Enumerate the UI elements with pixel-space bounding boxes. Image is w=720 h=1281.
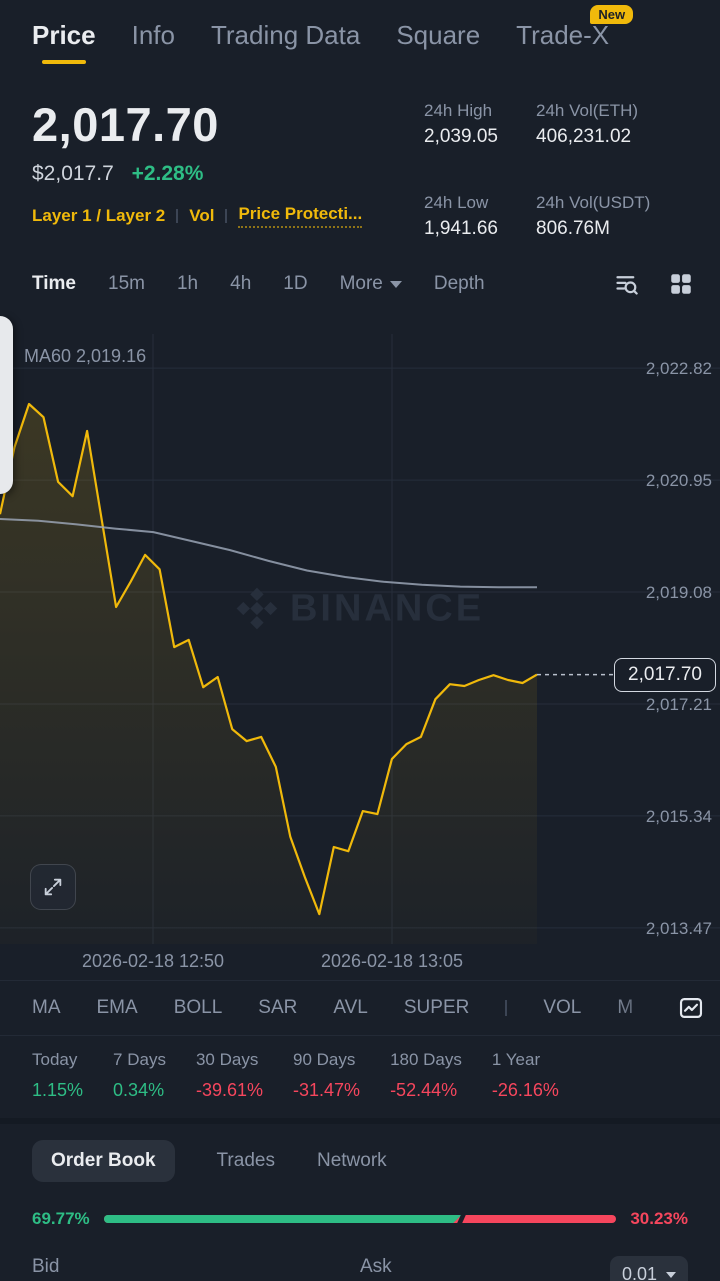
svg-text:2,020.95: 2,020.95: [646, 471, 712, 490]
price-chart[interactable]: 2,022.82 2,020.95 2,019.08 2,017.21 2,015.34…: [0, 334, 720, 944]
precision-caret-icon: [666, 1271, 676, 1278]
indicator-bar: MA EMA BOLL SAR AVL SUPER VOL M: [0, 980, 720, 1036]
stat-24h-vol-usdt: 24h Vol(USDT) 806.76M: [536, 193, 651, 239]
timeframe-bar: Time 15m 1h 4h 1D More Depth: [0, 258, 720, 310]
indicator-super[interactable]: SUPER: [403, 997, 470, 1018]
timeframe-4h[interactable]: 4h: [230, 273, 252, 294]
tag-separator: [176, 209, 179, 223]
stat-24h-low: 24h Low 1,941.66: [424, 193, 498, 239]
x-axis-labels: 2026-02-18 12:50 2026-02-18 13:05: [0, 944, 720, 980]
svg-text:2,019.08: 2,019.08: [646, 583, 712, 602]
grid-layout-icon[interactable]: [668, 271, 694, 297]
timeframe-15m[interactable]: 15m: [108, 273, 145, 294]
x-label-2: 2026-02-18 13:05: [320, 951, 464, 971]
new-badge: New: [590, 5, 634, 24]
perf-7d: 7 Days 0.34%: [113, 1050, 166, 1100]
tab-price-label: Price: [32, 20, 96, 50]
perf-90d: 90 Days -31.47%: [293, 1050, 361, 1100]
ask-column-label: Ask: [360, 1256, 392, 1277]
order-book-header: Bid Ask 0.01: [0, 1256, 720, 1281]
buy-ratio-label: 69.77%: [32, 1209, 90, 1228]
svg-text:2,013.47: 2,013.47: [646, 919, 712, 938]
tab-price[interactable]: Price: [32, 20, 96, 64]
indicator-macd[interactable]: M: [617, 997, 634, 1018]
last-price: 2,017.70: [32, 98, 219, 151]
tag-separator: [225, 209, 228, 223]
perf-30d: 30 Days -39.61%: [195, 1050, 264, 1100]
indicator-ema[interactable]: EMA: [96, 997, 138, 1018]
performance-section: Today 1.15% 7 Days 0.34% 30 Days -39.61%…: [0, 1036, 720, 1118]
tab-order-book[interactable]: Order Book: [32, 1140, 175, 1182]
depth-button[interactable]: Depth: [433, 273, 485, 294]
tab-network[interactable]: Network: [316, 1150, 387, 1171]
market-stats: 24h High 2,039.05 24h Vol(ETH) 406,231.0…: [424, 98, 694, 258]
timeframe-time[interactable]: Time: [32, 273, 77, 294]
indicator-ma[interactable]: MA: [32, 997, 61, 1018]
indicator-search-icon[interactable]: [613, 271, 640, 298]
bottom-tabs: Order Book Trades Network: [0, 1124, 720, 1198]
precision-value: 0.01: [621, 1264, 657, 1281]
perf-180d: 180 Days -52.44%: [390, 1050, 462, 1100]
buy-sell-ratio: 69.77% 30.23%: [0, 1198, 720, 1240]
indicator-boll[interactable]: BOLL: [173, 997, 223, 1018]
stat-24h-vol-eth: 24h Vol(ETH) 406,231.02: [536, 101, 639, 147]
perf-today: Today 1.15%: [32, 1050, 84, 1100]
tab-trading-data[interactable]: Trading Data: [210, 20, 361, 50]
tab-trade-x[interactable]: Trade-X New: [516, 5, 634, 51]
token-tags: Layer 1 / Layer 2 Vol Price Protecti...: [32, 204, 363, 228]
last-price-tag: 2,017.70: [614, 657, 716, 692]
chart-style-icon[interactable]: [678, 995, 704, 1021]
price-change: +2.28%: [131, 162, 204, 185]
timeframe-1h[interactable]: 1h: [176, 273, 199, 294]
tab-info[interactable]: Info: [131, 20, 175, 50]
more-dropdown[interactable]: More: [340, 273, 402, 295]
ma60-label: MA60 2,019.16: [24, 346, 147, 366]
price-chart-area: 2,022.82 2,020.95 2,019.08 2,017.21 2,015.34…: [0, 334, 720, 944]
svg-text:2,022.82: 2,022.82: [646, 359, 712, 378]
expand-chart-button[interactable]: [30, 864, 76, 910]
tab-square[interactable]: Square: [396, 20, 481, 50]
side-drawer-handle[interactable]: [0, 316, 13, 494]
indicator-vol[interactable]: VOL: [543, 997, 582, 1018]
fiat-price: $2,017.7: [32, 162, 114, 185]
svg-text:2,017.21: 2,017.21: [646, 695, 712, 714]
bid-column-label: Bid: [32, 1256, 60, 1277]
tag-vol[interactable]: Vol: [189, 206, 215, 225]
svg-text:2,015.34: 2,015.34: [646, 807, 712, 826]
top-nav: Price Info Trading Data Square Trade-X N…: [0, 0, 720, 78]
section-divider: [0, 1118, 720, 1124]
depth-ratio-bar: [103, 1215, 617, 1223]
indicator-avl[interactable]: AVL: [333, 997, 368, 1018]
indicator-sar[interactable]: SAR: [258, 997, 298, 1018]
precision-dropdown[interactable]: 0.01: [609, 1256, 688, 1281]
timeframe-1d[interactable]: 1D: [283, 273, 308, 294]
stat-24h-high: 24h High 2,039.05: [424, 101, 498, 147]
sell-ratio-label: 30.23%: [630, 1209, 688, 1228]
x-label-1: 2026-02-18 12:50: [81, 951, 225, 971]
tag-price-protection[interactable]: Price Protecti...: [238, 204, 363, 228]
indicator-separator: [505, 1000, 508, 1016]
tag-layer[interactable]: Layer 1 / Layer 2: [32, 206, 166, 225]
price-summary: 2,017.70 $2,017.7 +2.28% Layer 1 / Layer…: [0, 78, 720, 258]
expand-arrows-icon: [44, 878, 62, 896]
tab-trades[interactable]: Trades: [216, 1150, 275, 1171]
more-caret-icon: [389, 280, 402, 288]
buy-ratio-fill: [104, 1215, 462, 1223]
perf-1y: 1 Year -26.16%: [491, 1050, 559, 1100]
active-tab-underline: [41, 60, 86, 64]
